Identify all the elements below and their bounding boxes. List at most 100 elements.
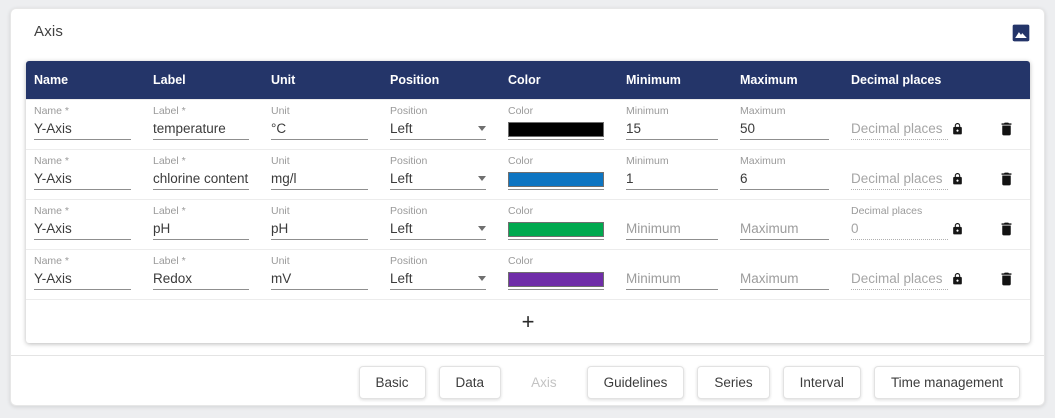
page-title: Axis xyxy=(34,23,64,40)
maximum-field[interactable]: Maximum xyxy=(732,200,843,249)
decimal-places-field: Decimal places xyxy=(843,250,983,299)
field-label: Color xyxy=(508,155,534,167)
column-header-position: Position xyxy=(390,73,440,87)
color-swatch[interactable] xyxy=(508,271,604,287)
chevron-down-icon xyxy=(478,176,486,181)
delete-row-button[interactable] xyxy=(996,168,1017,190)
lock-button[interactable] xyxy=(951,205,969,236)
tab-series[interactable]: Series xyxy=(697,366,770,399)
color-swatch[interactable] xyxy=(508,221,604,237)
minimum-field[interactable]: Minimum 15 xyxy=(618,100,732,149)
position-value[interactable]: Left xyxy=(390,168,486,190)
name-input[interactable]: Y-Axis xyxy=(34,118,131,140)
color-field[interactable]: Color xyxy=(500,150,618,199)
color-field[interactable]: Color xyxy=(500,100,618,149)
maximum-field[interactable]: Maximum 50 xyxy=(732,100,843,149)
unit-input[interactable]: °C xyxy=(271,118,368,140)
unit-field[interactable]: Unit mg/l xyxy=(263,150,382,199)
minimum-field[interactable]: Minimum xyxy=(618,200,732,249)
field-label: Label * xyxy=(153,155,186,167)
color-swatch[interactable] xyxy=(508,121,604,137)
field-label xyxy=(851,105,948,118)
color-picker[interactable] xyxy=(508,218,604,240)
tab-interval[interactable]: Interval xyxy=(782,366,861,399)
position-select[interactable]: Position Left xyxy=(382,150,500,199)
color-picker[interactable] xyxy=(508,268,604,290)
add-axis-button[interactable]: + xyxy=(508,307,549,337)
position-value[interactable]: Left xyxy=(390,268,486,290)
maximum-input[interactable]: 6 xyxy=(740,168,829,190)
unit-field[interactable]: Unit mV xyxy=(263,250,382,299)
add-row: + xyxy=(26,299,1030,343)
name-field[interactable]: Name * Y-Axis xyxy=(26,150,145,199)
maximum-field[interactable]: Maximum 6 xyxy=(732,150,843,199)
position-select[interactable]: Position Left xyxy=(382,100,500,149)
maximum-field[interactable]: Maximum xyxy=(732,250,843,299)
minimum-input[interactable]: 15 xyxy=(626,118,718,140)
minimum-field[interactable]: Minimum xyxy=(618,250,732,299)
delete-row-button[interactable] xyxy=(996,118,1017,140)
unit-input[interactable]: mV xyxy=(271,268,368,290)
field-label: Maximum xyxy=(740,155,786,167)
field-label: Unit xyxy=(271,105,290,117)
unit-field[interactable]: Unit pH xyxy=(263,200,382,249)
axis-settings-card: Axis Name Label Unit Position Color Mini… xyxy=(10,8,1045,406)
field-label: Unit xyxy=(271,155,290,167)
lock-button[interactable] xyxy=(951,155,969,186)
label-input[interactable]: temperature xyxy=(153,118,249,140)
unit-input[interactable]: mg/l xyxy=(271,168,368,190)
maximum-input[interactable]: Maximum xyxy=(740,218,829,240)
tab-time-management[interactable]: Time management xyxy=(873,366,1020,399)
decimal-places-input: Decimal places xyxy=(851,168,948,190)
lock-button[interactable] xyxy=(951,105,969,136)
name-input[interactable]: Y-Axis xyxy=(34,268,131,290)
unit-field[interactable]: Unit °C xyxy=(263,100,382,149)
field-label: Name * xyxy=(34,255,70,267)
field-label: Position xyxy=(390,105,428,117)
name-input[interactable]: Y-Axis xyxy=(34,168,131,190)
label-field[interactable]: Label * chlorine content xyxy=(145,150,263,199)
label-input[interactable]: Redox xyxy=(153,268,249,290)
label-input[interactable]: chlorine content xyxy=(153,168,249,190)
image-icon[interactable] xyxy=(1011,23,1031,43)
label-field[interactable]: Label * Redox xyxy=(145,250,263,299)
position-value[interactable]: Left xyxy=(390,118,486,140)
position-select[interactable]: Position Left xyxy=(382,200,500,249)
name-field[interactable]: Name * Y-Axis xyxy=(26,100,145,149)
decimal-places-field: Decimal places xyxy=(843,150,983,199)
field-label xyxy=(740,255,829,268)
lock-icon xyxy=(953,123,962,135)
maximum-input[interactable]: 50 xyxy=(740,118,829,140)
minimum-field[interactable]: Minimum 1 xyxy=(618,150,732,199)
position-value[interactable]: Left xyxy=(390,218,486,240)
color-field[interactable]: Color xyxy=(500,250,618,299)
color-picker[interactable] xyxy=(508,118,604,140)
color-field[interactable]: Color xyxy=(500,200,618,249)
label-field[interactable]: Label * temperature xyxy=(145,100,263,149)
unit-input[interactable]: pH xyxy=(271,218,368,240)
label-input[interactable]: pH xyxy=(153,218,249,240)
color-swatch[interactable] xyxy=(508,171,604,187)
delete-row-button[interactable] xyxy=(996,218,1017,240)
position-selected: Left xyxy=(390,220,413,236)
decimal-places-field: Decimal places 0 xyxy=(843,200,983,249)
field-label: Color xyxy=(508,255,534,267)
position-select[interactable]: Position Left xyxy=(382,250,500,299)
tab-basic[interactable]: Basic xyxy=(358,366,426,399)
minimum-input[interactable]: Minimum xyxy=(626,218,718,240)
minimum-input[interactable]: 1 xyxy=(626,168,718,190)
name-field[interactable]: Name * Y-Axis xyxy=(26,250,145,299)
field-label: Position xyxy=(390,255,428,267)
color-picker[interactable] xyxy=(508,168,604,190)
lock-button[interactable] xyxy=(951,255,969,286)
name-input[interactable]: Y-Axis xyxy=(34,218,131,240)
table-header-row: Name Label Unit Position Color Minimum M… xyxy=(26,61,1030,99)
tab-guidelines[interactable]: Guidelines xyxy=(586,366,685,399)
delete-row-button[interactable] xyxy=(996,268,1017,290)
maximum-input[interactable]: Maximum xyxy=(740,268,829,290)
name-field[interactable]: Name * Y-Axis xyxy=(26,200,145,249)
tab-data[interactable]: Data xyxy=(438,366,502,399)
footer-divider xyxy=(11,355,1044,356)
minimum-input[interactable]: Minimum xyxy=(626,268,718,290)
label-field[interactable]: Label * pH xyxy=(145,200,263,249)
